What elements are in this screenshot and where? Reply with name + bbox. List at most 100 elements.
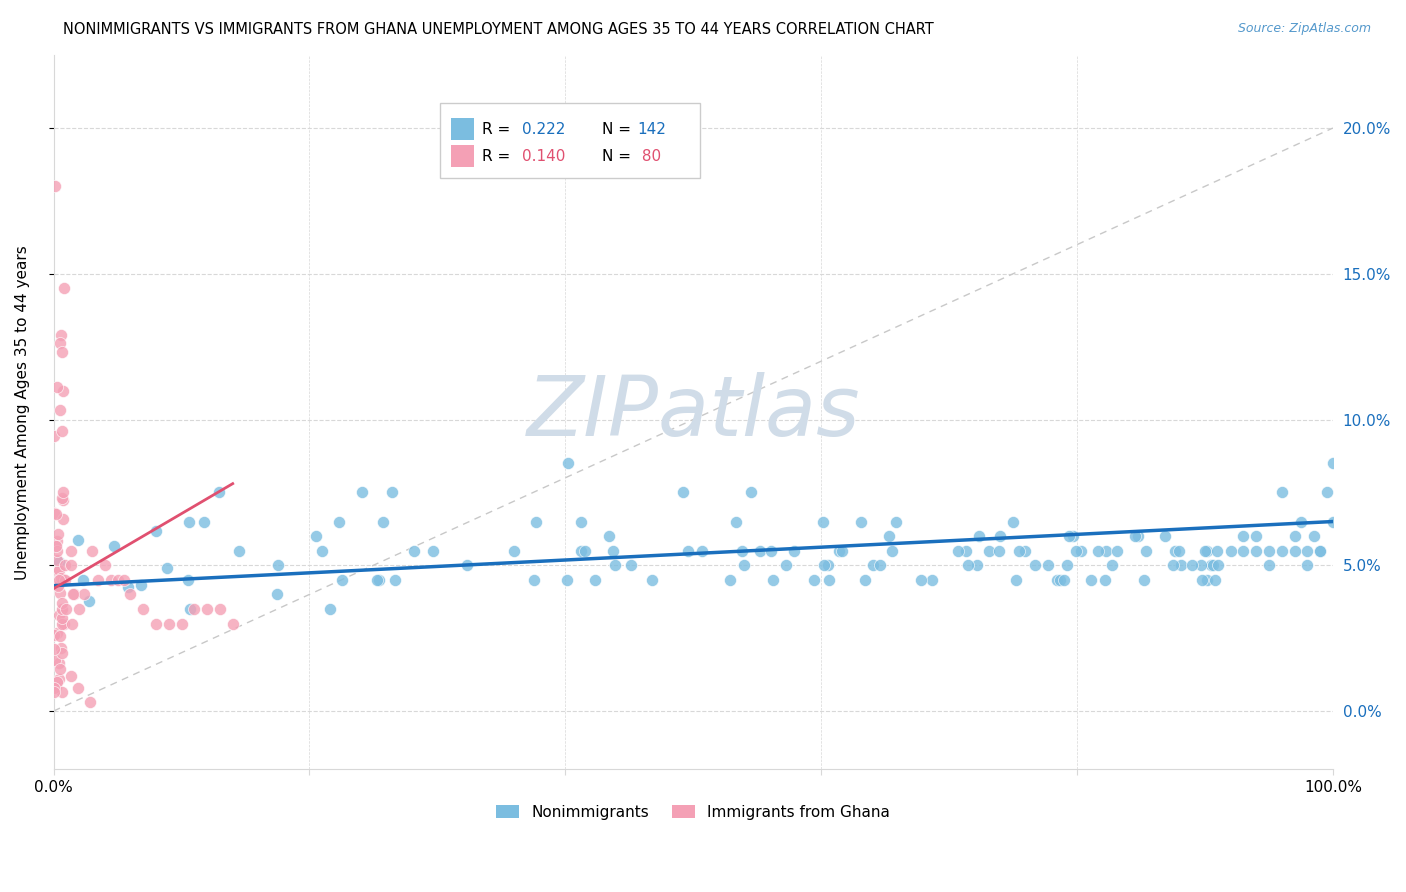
Point xyxy=(52,511,75,525)
Text: 0.140: 0.140 xyxy=(522,149,565,163)
Point xyxy=(1232,529,1254,543)
Point xyxy=(966,558,988,573)
Point xyxy=(523,573,546,587)
Point xyxy=(100,573,122,587)
Point xyxy=(266,587,288,601)
Point xyxy=(49,328,72,343)
Point xyxy=(557,456,579,470)
Point xyxy=(1244,529,1267,543)
Point xyxy=(569,515,592,529)
Point xyxy=(52,493,75,508)
Point xyxy=(1080,573,1102,587)
Point xyxy=(46,527,69,541)
Point xyxy=(373,515,395,529)
Text: N =: N = xyxy=(602,122,636,136)
Point xyxy=(170,616,193,631)
Point xyxy=(988,529,1011,543)
Point xyxy=(759,543,782,558)
Text: Source: ZipAtlas.com: Source: ZipAtlas.com xyxy=(1237,22,1371,36)
Point xyxy=(51,596,73,610)
Point xyxy=(1202,558,1225,573)
Point xyxy=(1271,485,1294,500)
Point xyxy=(1094,573,1116,587)
Point xyxy=(1258,558,1281,573)
Point xyxy=(350,485,373,500)
Point xyxy=(1001,515,1024,529)
Point xyxy=(51,641,73,656)
Point xyxy=(222,616,245,631)
Point xyxy=(672,485,695,500)
Point xyxy=(690,543,713,558)
Point xyxy=(42,642,65,657)
Point xyxy=(1164,543,1187,558)
Point xyxy=(305,529,328,543)
Point xyxy=(46,533,69,548)
Point xyxy=(46,553,69,567)
Point xyxy=(177,515,200,529)
Point xyxy=(179,602,201,616)
Point xyxy=(1154,529,1177,543)
Point xyxy=(574,543,596,558)
Point xyxy=(456,558,478,573)
Point xyxy=(49,586,72,600)
Point xyxy=(761,573,783,587)
Point xyxy=(51,345,73,359)
Point xyxy=(42,681,65,695)
Point xyxy=(1206,543,1229,558)
Point xyxy=(129,578,152,592)
Point xyxy=(1191,573,1213,587)
Point xyxy=(524,515,547,529)
Point xyxy=(1126,529,1149,543)
Point xyxy=(49,571,72,585)
Point xyxy=(46,579,69,593)
Text: 142: 142 xyxy=(637,122,666,136)
Point xyxy=(52,485,75,500)
Point xyxy=(1197,543,1219,558)
Point xyxy=(1087,543,1109,558)
Point xyxy=(48,607,70,622)
Point xyxy=(145,616,167,631)
Point xyxy=(45,380,67,394)
Point xyxy=(48,673,70,687)
Point xyxy=(55,558,77,573)
Point xyxy=(884,515,907,529)
Point xyxy=(1194,543,1216,558)
Point xyxy=(107,573,129,587)
Point xyxy=(783,543,806,558)
Point xyxy=(42,506,65,520)
Point xyxy=(1296,543,1319,558)
Point xyxy=(620,558,643,573)
Point xyxy=(193,515,215,529)
Point xyxy=(45,675,67,690)
Point xyxy=(569,543,592,558)
Point xyxy=(1322,456,1344,470)
Point xyxy=(1219,543,1241,558)
Point xyxy=(60,558,83,573)
Point xyxy=(45,680,67,694)
Point xyxy=(749,543,772,558)
Point xyxy=(45,543,67,558)
Point xyxy=(605,558,627,573)
Point xyxy=(77,594,100,608)
Point xyxy=(132,602,155,616)
Point xyxy=(51,604,73,618)
Point xyxy=(79,695,101,709)
Point xyxy=(384,573,406,587)
Point xyxy=(51,491,73,506)
Point xyxy=(103,540,125,554)
Point xyxy=(921,573,943,587)
Point xyxy=(1123,529,1146,543)
Point xyxy=(1232,543,1254,558)
Point xyxy=(44,428,66,442)
Point xyxy=(948,543,970,558)
Text: 0.222: 0.222 xyxy=(522,122,565,136)
Point xyxy=(87,573,110,587)
Point xyxy=(1258,543,1281,558)
Point xyxy=(51,617,73,632)
Legend: Nonimmigrants, Immigrants from Ghana: Nonimmigrants, Immigrants from Ghana xyxy=(491,798,896,826)
Point xyxy=(51,611,73,625)
Point xyxy=(862,558,884,573)
Point xyxy=(1014,543,1036,558)
Point xyxy=(1135,543,1157,558)
Point xyxy=(55,602,77,616)
